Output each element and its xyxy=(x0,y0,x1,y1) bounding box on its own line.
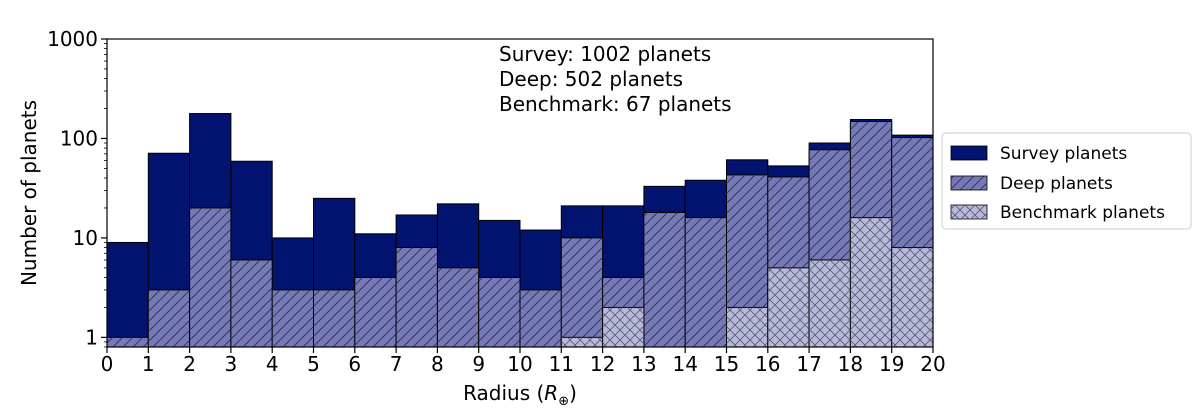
y-tick-label: 1 xyxy=(85,325,98,349)
x-tick-label: 2 xyxy=(183,352,196,376)
deep-bar-hatch xyxy=(230,259,273,347)
x-tick-label: 13 xyxy=(631,352,656,376)
deep-bar-hatch xyxy=(437,267,479,347)
benchmark-bar-hatch xyxy=(726,307,768,347)
deep-bar-hatch xyxy=(148,289,190,347)
x-tick-label: 7 xyxy=(390,352,403,376)
annotation-benchmark: Benchmark: 67 planets xyxy=(499,92,732,116)
survey-bar xyxy=(106,241,149,348)
annotation-survey: Survey: 1002 planets xyxy=(499,42,711,66)
legend-label-benchmark: Benchmark planets xyxy=(1000,203,1165,223)
x-tick-label: 15 xyxy=(714,352,739,376)
benchmark-bar-hatch xyxy=(602,307,644,347)
legend-box xyxy=(941,132,1192,230)
x-tick-label: 6 xyxy=(348,352,361,376)
x-tick-label: 5 xyxy=(307,352,320,376)
annotation-deep: Deep: 502 planets xyxy=(499,67,683,91)
legend-swatch-benchmark-hatch xyxy=(951,205,987,219)
benchmark-bars xyxy=(560,217,934,348)
x-tick-label: 0 xyxy=(101,352,114,376)
y-tick-label: 100 xyxy=(60,126,98,150)
deep-bar-hatch xyxy=(478,277,520,347)
deep-bar-hatch xyxy=(189,207,231,347)
x-tick-label: 17 xyxy=(796,352,821,376)
deep-bar-hatch xyxy=(107,337,149,347)
deep-bar-hatch xyxy=(685,217,727,347)
deep-bar-hatch xyxy=(520,289,562,347)
legend-swatch-survey xyxy=(950,145,988,161)
x-tick-label: 3 xyxy=(225,352,238,376)
benchmark-bar-hatch xyxy=(767,267,810,347)
summary-annotation: Survey: 1002 planets Deep: 502 planets B… xyxy=(499,42,732,116)
x-tick-label: 1 xyxy=(142,352,155,376)
legend-label-deep: Deep planets xyxy=(1000,174,1113,194)
deep-bar-hatch xyxy=(561,237,603,347)
benchmark-bar-hatch xyxy=(891,247,933,347)
deep-bar-hatch xyxy=(354,277,397,347)
x-tick-label: 12 xyxy=(590,352,615,376)
y-tick-label: 1000 xyxy=(47,27,98,51)
x-tick-label: 16 xyxy=(755,352,780,376)
benchmark-bar-hatch xyxy=(850,217,892,347)
x-tick-label: 20 xyxy=(920,352,945,376)
x-tick-label: 8 xyxy=(431,352,444,376)
x-axis-title: Radius (R⊕) xyxy=(463,381,577,409)
y-axis-ticks: 1 10 100 1000 xyxy=(47,27,107,349)
deep-bar-hatch xyxy=(396,247,438,347)
legend-label-survey: Survey planets xyxy=(1000,144,1127,164)
x-tick-label: 14 xyxy=(672,352,697,376)
x-tick-label: 19 xyxy=(879,352,904,376)
x-tick-label: 18 xyxy=(838,352,863,376)
y-tick-label: 10 xyxy=(73,226,98,250)
deep-bar-hatch xyxy=(643,212,686,347)
legend-swatch-deep-hatch xyxy=(951,176,987,190)
legend: Survey planets Deep planets Benchmark pl… xyxy=(941,132,1192,230)
x-tick-label: 10 xyxy=(507,352,532,376)
y-axis-title: Number of planets xyxy=(17,100,41,286)
x-axis-ticks: 0 1 2 3 4 5 6 7 8 9 10 11 12 13 14 15 16 17 18 19 20 xyxy=(101,347,946,376)
x-tick-label: 4 xyxy=(266,352,279,376)
benchmark-bar-hatch xyxy=(561,337,603,347)
deep-bar-hatch xyxy=(313,289,355,347)
benchmark-bar-hatch xyxy=(809,259,851,347)
x-tick-label: 11 xyxy=(549,352,574,376)
deep-bar-hatch xyxy=(272,289,314,347)
x-tick-label: 9 xyxy=(472,352,485,376)
